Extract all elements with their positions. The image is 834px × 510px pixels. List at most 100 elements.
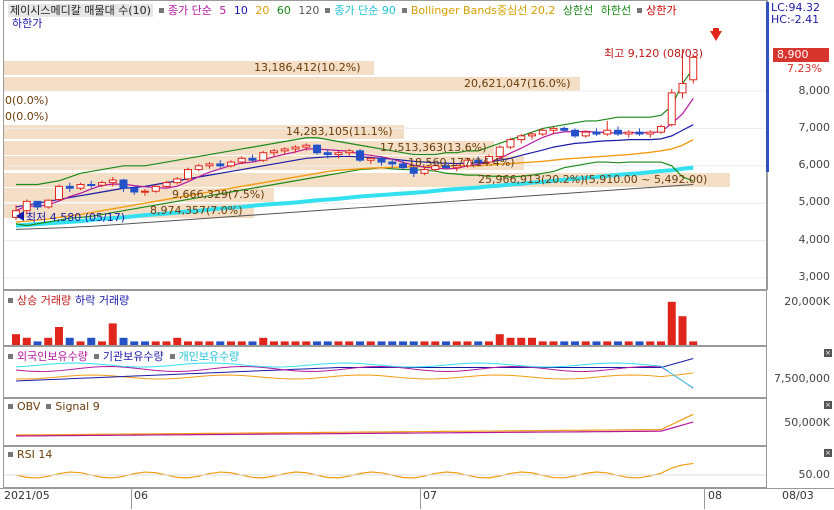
x-tick-mark (420, 488, 421, 509)
legend-marker-icon (93, 354, 99, 359)
close-pane-icon[interactable]: × (824, 401, 832, 409)
high-arrow-icon (710, 31, 722, 41)
legend-marker-icon (169, 354, 175, 359)
obv-plot (15, 413, 694, 437)
volume-bar (313, 341, 321, 345)
price-plot (4, 49, 766, 279)
candle-body (463, 159, 472, 167)
rsi-tick: 50.00 (798, 468, 831, 481)
candle-body (141, 190, 149, 193)
volume-bar (194, 341, 203, 345)
volume-bar (614, 341, 622, 345)
volume-bar (323, 341, 332, 345)
y-tick: 3,000 (798, 270, 831, 283)
legend-marker-icon (8, 354, 13, 359)
candle-body (635, 131, 644, 135)
volume-profile-band (4, 61, 374, 75)
upper-band-label: 상한선 (562, 4, 594, 17)
candle-body (119, 179, 128, 189)
volume-bar (399, 341, 407, 345)
candle-body (399, 163, 407, 169)
volume-bar (377, 341, 386, 345)
x-tick-mark (131, 488, 132, 509)
price-axis[interactable]: LC:94.32 HC:-2.41 8,900 7.23% 8,000 7,00… (766, 0, 834, 290)
obv-axis: × 50,000K (769, 398, 834, 446)
volume-bar (442, 341, 450, 345)
candle-body (334, 152, 343, 156)
candle-body (302, 144, 311, 148)
volume-bar (474, 341, 483, 345)
volume-bar (44, 337, 53, 345)
ma90-line (15, 165, 694, 228)
volume-bar (248, 341, 257, 345)
holdings-pane[interactable]: 외국인보유수량 기관보유수량 개인보유수량 (3, 346, 767, 398)
volume-bar (678, 316, 687, 345)
close-pane-icon[interactable]: × (824, 449, 832, 457)
volume-bar (55, 327, 63, 345)
volume-profile-band (4, 77, 580, 91)
volume-bar (237, 341, 246, 345)
price-chart-pane[interactable]: 제이시스메디칼 매물대 수(10) 종가 단순 5 10 20 60 120 종가 … (3, 0, 767, 290)
volume-bar (227, 341, 235, 345)
x-axis (0, 488, 834, 510)
candle-body (194, 165, 203, 171)
volume-down-label: 하락 거래량 (75, 294, 130, 307)
volume-bar (108, 323, 117, 345)
legend-marker-icon (8, 404, 13, 409)
volume-bar (409, 341, 418, 345)
volume-bar (291, 341, 300, 345)
high-price-label: 최고 9,120 (08/03) (604, 47, 704, 60)
obv-line (15, 413, 694, 436)
ma10-line (15, 124, 694, 208)
volume-tick: 20,000K (784, 295, 830, 308)
candle-body (560, 127, 569, 131)
volume-bar (388, 341, 397, 345)
y-tick: 5,000 (798, 195, 831, 208)
legend-marker-icon (8, 298, 13, 303)
candle-body (205, 163, 214, 167)
x-label: 07 (423, 489, 437, 502)
ma20-label: 20 (255, 4, 270, 17)
candle-body (485, 155, 493, 163)
volume-bar (173, 337, 182, 345)
candle-body (291, 146, 300, 150)
individual-holdings-label: 개인보유수량 (178, 350, 240, 363)
rsi-pane[interactable]: RSI 14 (3, 446, 767, 488)
holdings-legend: 외국인보유수량 기관보유수량 개인보유수량 (8, 348, 243, 364)
y-tick: 6,000 (798, 158, 831, 171)
ma20-line (15, 138, 694, 223)
hc-value: HC:-2.41 (771, 13, 820, 26)
candle-body (474, 159, 483, 163)
volume-bar (334, 341, 343, 345)
obv-legend: OBV Signal 9 (8, 400, 104, 413)
volume-profile-label: 13,186,412(10.2%) (254, 61, 361, 74)
limit-up-label: 상한가 (646, 4, 677, 17)
volume-bar (184, 341, 192, 345)
candle-body (689, 56, 698, 81)
volume-up-label: 상승 거래량 (17, 294, 72, 307)
volume-bar (33, 341, 42, 345)
candle-body (184, 169, 192, 180)
candle-body (678, 83, 687, 94)
candle-body (280, 148, 289, 152)
volume-pane[interactable]: 상승 거래량 하락 거래량 (3, 290, 767, 346)
foreign-holdings-line (15, 366, 694, 389)
rsi-line (15, 462, 694, 479)
candle-body (33, 200, 42, 208)
volume-bar (141, 341, 149, 345)
candle-body (495, 146, 504, 157)
bollinger-label: Bollinger Bands중심선 20,2 (410, 4, 556, 17)
cursor-marker (766, 2, 769, 172)
ma120-line (15, 184, 694, 230)
foreign-holdings-label: 외국인보유수량 (17, 350, 88, 363)
ma90-label: 종가 단순 90 (334, 4, 396, 17)
obv-pane[interactable]: OBV Signal 9 (3, 398, 767, 446)
candle-body (549, 127, 558, 131)
close-pane-icon[interactable]: × (824, 349, 832, 357)
candle-body (506, 139, 515, 148)
y-tick: 7,000 (798, 121, 831, 134)
volume-bar (431, 341, 440, 345)
signal-line (15, 421, 694, 437)
legend-marker-icon (325, 8, 331, 13)
volume-bar (216, 341, 225, 345)
